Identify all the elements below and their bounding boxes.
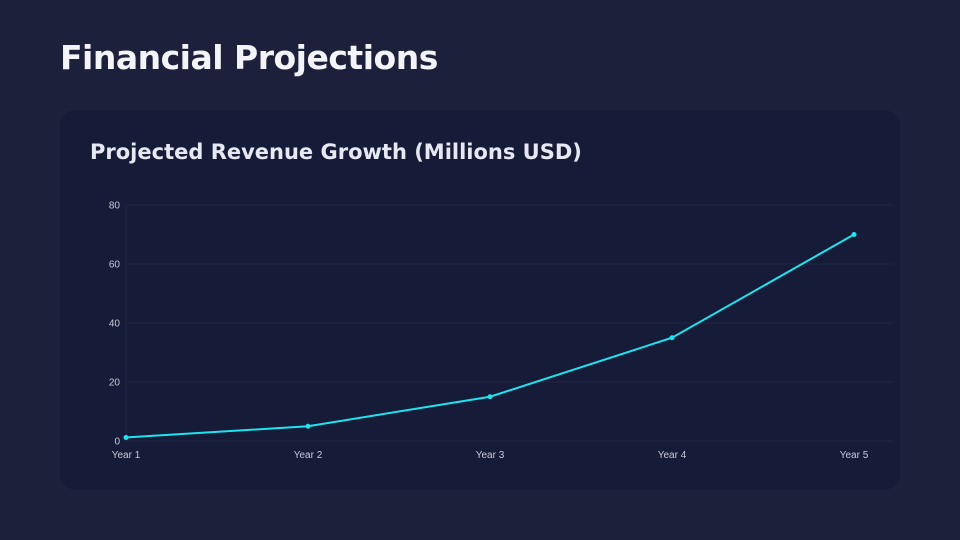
data-point	[669, 335, 675, 341]
y-tick-label: 20	[109, 378, 121, 389]
x-tick-label: Year 3	[476, 450, 505, 461]
data-point	[305, 423, 311, 429]
x-tick-label: Year 4	[658, 450, 687, 461]
series-line	[125, 233, 855, 439]
page-title: Financial Projections	[60, 38, 438, 77]
y-tick-label: 80	[109, 201, 121, 212]
x-tick-label: Year 1	[112, 450, 141, 461]
data-point	[123, 434, 129, 440]
x-tick-label: Year 5	[840, 450, 869, 461]
y-tick-label: 60	[109, 260, 121, 271]
data-point	[487, 394, 493, 400]
chart-card: Projected Revenue Growth (Millions USD)	[60, 110, 900, 490]
x-tick-label: Year 2	[294, 450, 323, 461]
chart-title: Projected Revenue Growth (Millions USD)	[90, 140, 582, 164]
y-tick-label: 40	[109, 319, 121, 330]
data-point	[851, 232, 857, 237]
y-tick-label: 0	[114, 437, 120, 448]
